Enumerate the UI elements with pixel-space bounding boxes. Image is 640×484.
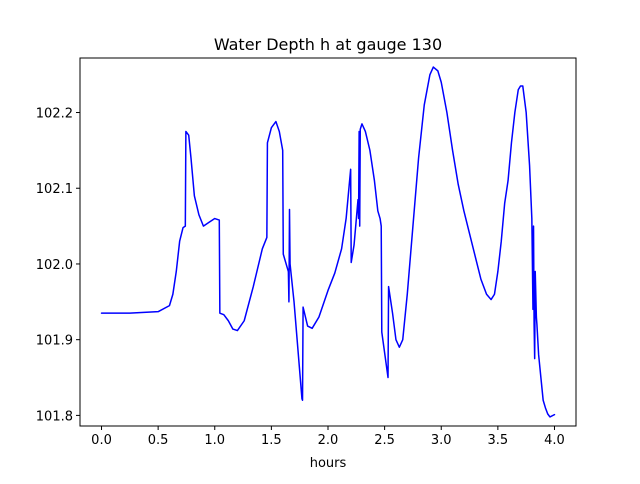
y-tick-label: 102.2 [36, 107, 73, 122]
x-tick-label: 2.0 [318, 433, 339, 448]
x-axis-label: hours [310, 456, 347, 471]
y-tick-label: 101.9 [36, 334, 73, 349]
y-axis-ticks: 101.8 101.9 102.0 102.1 102.2 [36, 107, 80, 424]
x-tick-label: 3.0 [431, 433, 452, 448]
series-line [100, 66, 556, 418]
y-tick-label: 101.8 [36, 409, 73, 424]
plot-area [100, 66, 556, 418]
y-tick-label: 102.1 [36, 182, 73, 197]
x-tick-label: 0.5 [148, 433, 169, 448]
x-axis-ticks: 0.0 0.5 1.0 1.5 2.0 2.5 3.0 3.5 4.0 [91, 426, 565, 448]
y-tick-label: 102.0 [36, 258, 73, 273]
x-tick-label: 4.0 [544, 433, 565, 448]
x-tick-label: 0.0 [91, 433, 112, 448]
x-tick-label: 1.5 [261, 433, 282, 448]
x-tick-label: 2.5 [374, 433, 395, 448]
x-tick-label: 1.0 [204, 433, 225, 448]
x-tick-label: 3.5 [488, 433, 509, 448]
axes-frame [79, 57, 577, 427]
chart-title: Water Depth h at gauge 130 [214, 35, 442, 54]
